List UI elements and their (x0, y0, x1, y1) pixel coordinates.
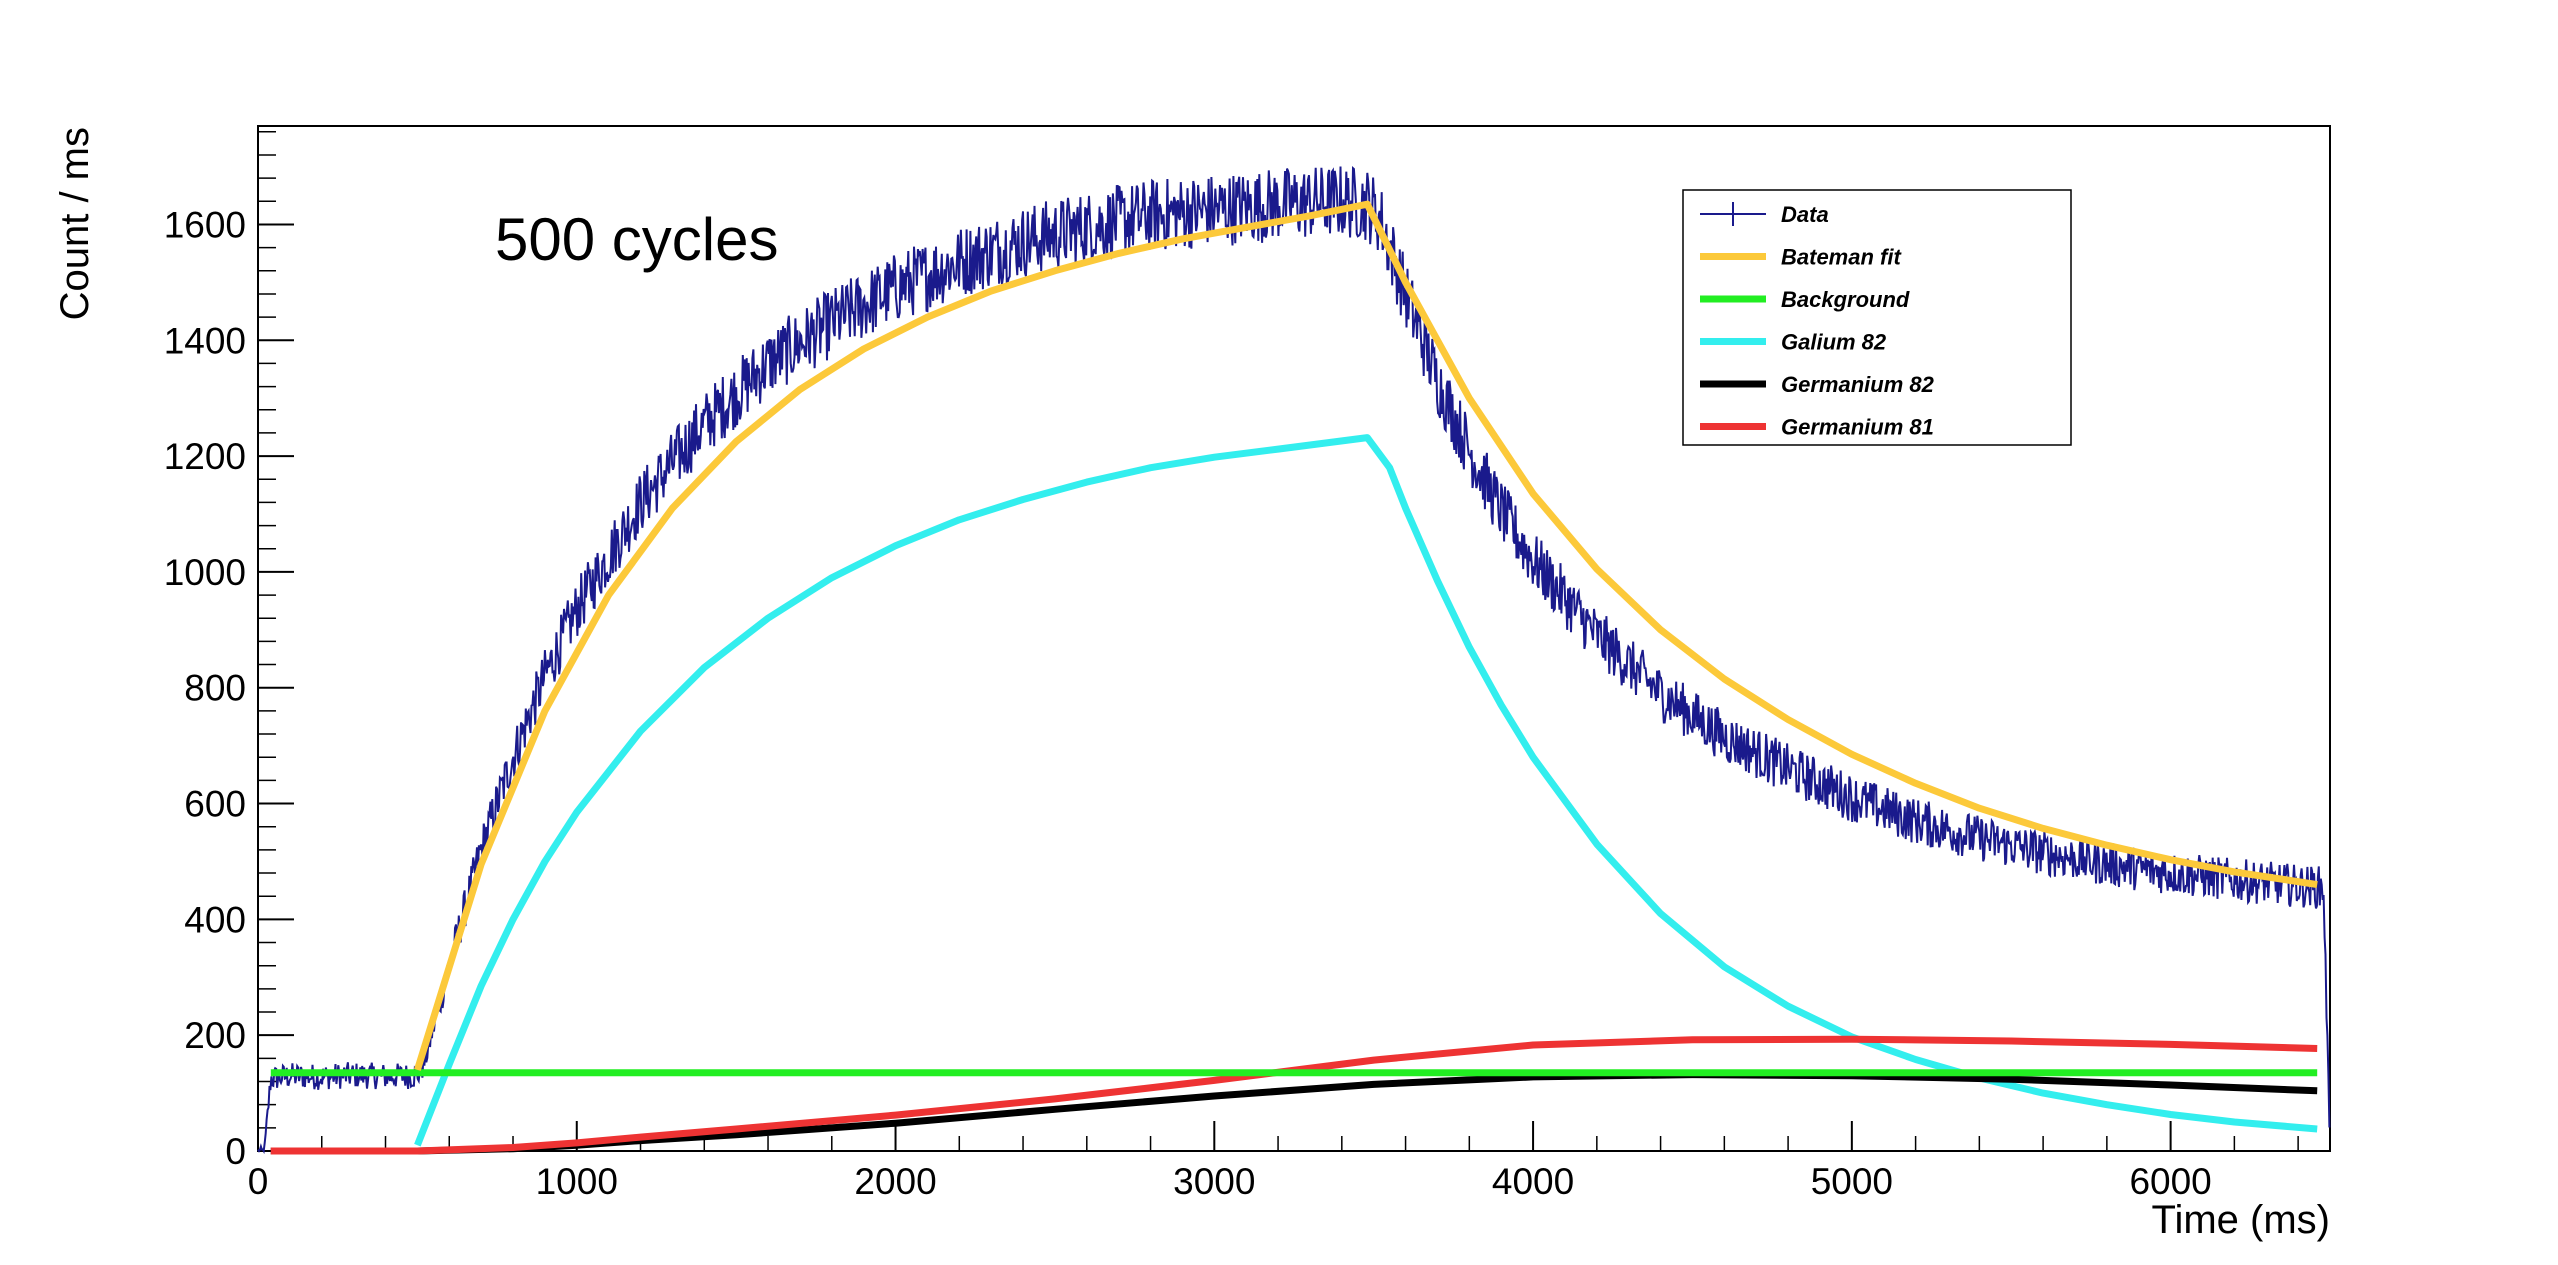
legend-label-data: Data (1781, 202, 1829, 227)
legend-label-germanium-82: Germanium 82 (1781, 372, 1935, 397)
plot-frame (257, 125, 2331, 1152)
legend-label-background: Background (1781, 287, 1910, 312)
y-tick-label: 600 (184, 784, 246, 825)
legend-label-bateman-fit: Bateman fit (1781, 245, 1902, 270)
y-tick-label: 400 (184, 899, 246, 940)
x-tick-label: 2000 (854, 1161, 936, 1202)
y-axis-title: Count / ms (53, 127, 97, 320)
y-tick-label: 1600 (164, 204, 246, 245)
legend: Data Bateman fit Background Galium 82 German… (1682, 189, 2072, 446)
annotation-text: 500 cycles (495, 206, 778, 273)
legend-label-germanium-81: Germanium 81 (1781, 415, 1934, 440)
y-tick-label: 800 (184, 668, 246, 709)
x-tick-label: 5000 (1811, 1161, 1893, 1202)
x-tick-label: 6000 (2129, 1161, 2211, 1202)
series-galium-82-line (414, 434, 2318, 1147)
x-tick-label: 4000 (1492, 1161, 1574, 1202)
x-tick-label: 0 (248, 1161, 269, 1202)
axes: 0 1000 2000 3000 4000 5000 6000 0 200 400 600 800 10… (164, 131, 2299, 1202)
series-data-line (257, 166, 2331, 1155)
y-tick-label: 200 (184, 1015, 246, 1056)
series-group (257, 166, 2331, 1155)
y-tick-label: 0 (225, 1131, 246, 1172)
x-tick-label: 1000 (536, 1161, 618, 1202)
series-germanium-81-line (270, 1035, 2318, 1155)
legend-box (1682, 189, 2072, 446)
x-tick-label: 3000 (1173, 1161, 1255, 1202)
y-tick-label: 1000 (164, 552, 246, 593)
legend-label-galium-82: Galium 82 (1781, 330, 1887, 355)
series-bateman-fit-line (414, 200, 2318, 1071)
y-tick-label: 1200 (164, 436, 246, 477)
x-axis-title: Time (ms) (2152, 1198, 2330, 1242)
y-tick-label: 1400 (164, 320, 246, 361)
